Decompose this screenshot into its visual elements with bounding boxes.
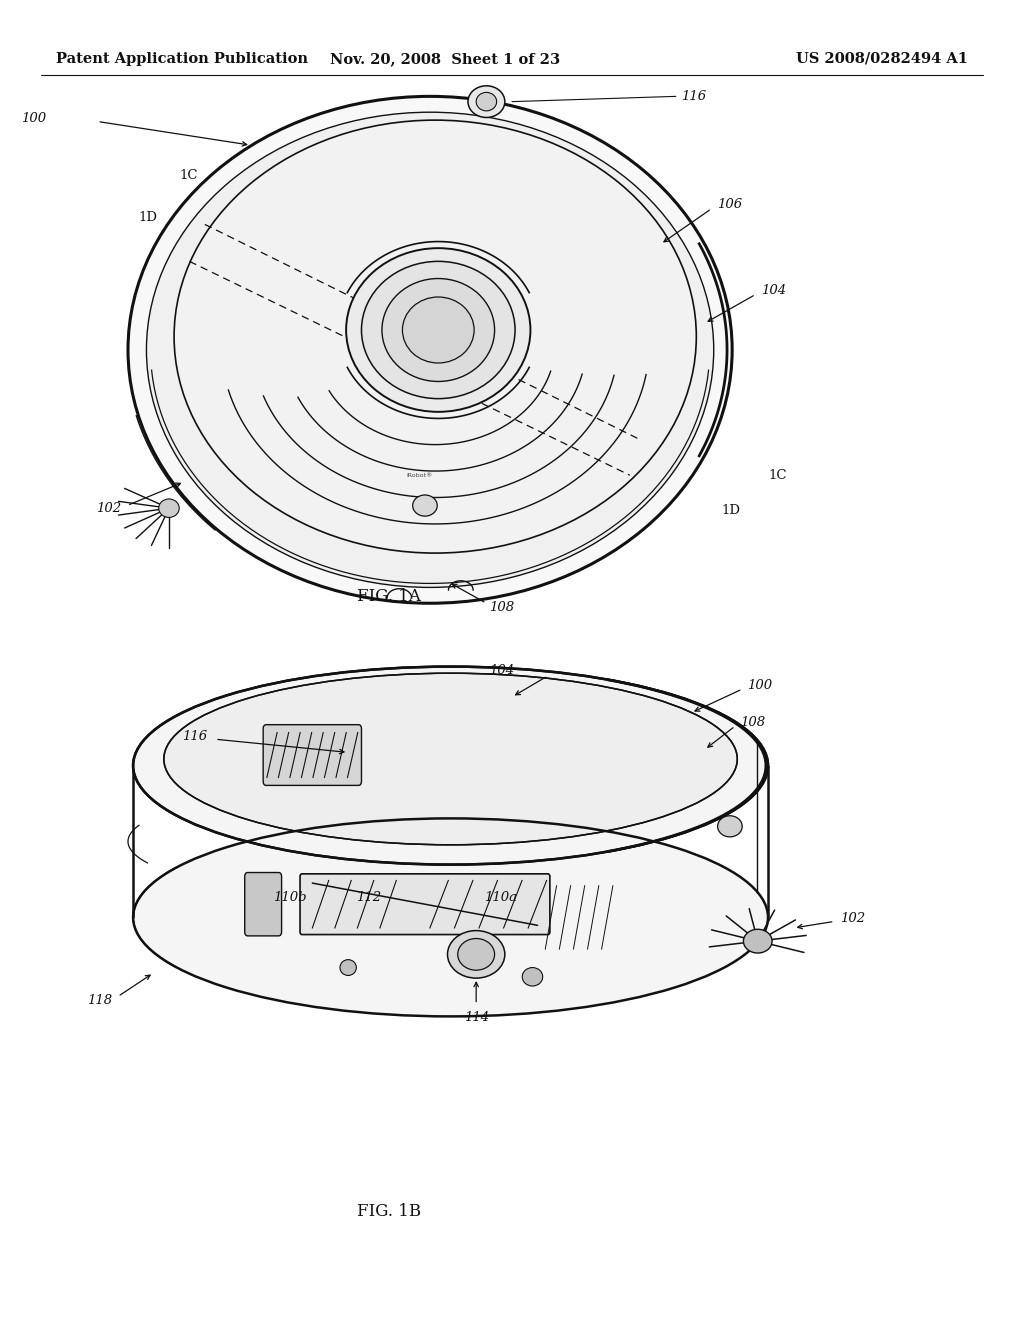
FancyBboxPatch shape <box>300 874 550 935</box>
Ellipse shape <box>522 968 543 986</box>
Text: US 2008/0282494 A1: US 2008/0282494 A1 <box>796 51 968 66</box>
FancyBboxPatch shape <box>263 725 361 785</box>
Text: FIG. 1B: FIG. 1B <box>357 1204 421 1220</box>
Ellipse shape <box>468 86 505 117</box>
FancyBboxPatch shape <box>245 873 282 936</box>
Ellipse shape <box>174 120 696 553</box>
Text: 108: 108 <box>740 715 766 729</box>
Text: 102: 102 <box>95 502 121 515</box>
Text: 1C: 1C <box>179 169 198 182</box>
Text: 1D: 1D <box>138 211 158 224</box>
Text: 1C: 1C <box>768 469 786 482</box>
Ellipse shape <box>128 96 732 603</box>
Text: FIG. 1A: FIG. 1A <box>357 589 421 605</box>
Text: 1D: 1D <box>722 504 741 517</box>
Polygon shape <box>133 667 478 1016</box>
Text: 114: 114 <box>464 1011 488 1024</box>
Text: 110a: 110a <box>484 891 517 904</box>
Text: 104: 104 <box>761 284 786 297</box>
Text: 110b: 110b <box>273 891 307 904</box>
Text: 100: 100 <box>748 678 773 692</box>
Text: 116: 116 <box>181 730 207 743</box>
Ellipse shape <box>458 939 495 970</box>
Text: 116: 116 <box>681 90 707 103</box>
Ellipse shape <box>413 495 437 516</box>
Ellipse shape <box>361 261 515 399</box>
Text: 100: 100 <box>20 112 46 125</box>
Ellipse shape <box>146 112 714 587</box>
Ellipse shape <box>340 960 356 975</box>
Text: 102: 102 <box>840 912 865 925</box>
Ellipse shape <box>476 92 497 111</box>
Ellipse shape <box>382 279 495 381</box>
Text: iRobot®: iRobot® <box>407 473 433 478</box>
Text: 118: 118 <box>87 994 113 1007</box>
Ellipse shape <box>346 248 530 412</box>
Text: Nov. 20, 2008  Sheet 1 of 23: Nov. 20, 2008 Sheet 1 of 23 <box>331 51 560 66</box>
Text: 112: 112 <box>356 891 381 904</box>
Ellipse shape <box>447 931 505 978</box>
Ellipse shape <box>718 816 742 837</box>
Ellipse shape <box>743 929 772 953</box>
Ellipse shape <box>133 818 768 1016</box>
Polygon shape <box>478 667 768 1016</box>
Ellipse shape <box>159 499 179 517</box>
Ellipse shape <box>164 673 737 845</box>
Ellipse shape <box>402 297 474 363</box>
Ellipse shape <box>133 667 768 865</box>
Text: 104: 104 <box>489 664 514 677</box>
Text: 108: 108 <box>489 601 515 614</box>
Text: 106: 106 <box>717 198 742 211</box>
Text: Patent Application Publication: Patent Application Publication <box>56 51 308 66</box>
